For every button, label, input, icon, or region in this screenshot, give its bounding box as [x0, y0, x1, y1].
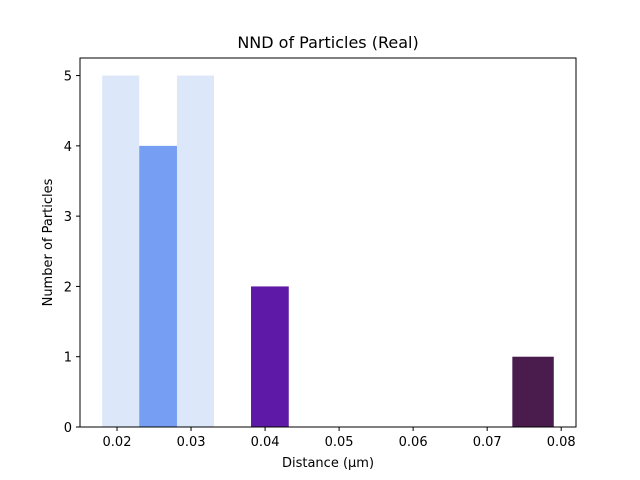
y-tick-label-4: 4	[64, 140, 72, 155]
y-tick-label-1: 1	[64, 351, 72, 366]
x-tick-label-6: 0.08	[547, 435, 576, 450]
histogram-bar-1	[139, 145, 177, 427]
x-axis-label: Distance (μm)	[282, 456, 374, 471]
bars-layer	[102, 75, 554, 428]
x-tick-label-4: 0.06	[399, 435, 428, 450]
x-tick-label-3: 0.05	[325, 435, 354, 450]
y-axis-label: Number of Particles	[41, 178, 56, 306]
y-tick-label-0: 0	[64, 421, 72, 436]
x-tick-label-0: 0.02	[103, 435, 132, 450]
x-tick-label-2: 0.04	[251, 435, 280, 450]
y-tick-label-5: 5	[64, 70, 72, 85]
y-axis: 0 1 2 3 4 5	[64, 70, 80, 436]
x-axis: 0.02 0.03 0.04 0.05 0.06 0.07 0.08	[103, 427, 576, 450]
chart-title: NND of Particles (Real)	[237, 33, 418, 52]
histogram-bar-2	[176, 75, 214, 428]
y-tick-label-3: 3	[64, 210, 72, 225]
histogram-bar-11	[512, 356, 554, 427]
x-tick-label-5: 0.07	[473, 435, 502, 450]
histogram-bar-0	[102, 75, 140, 428]
histogram-bar-4	[251, 286, 289, 427]
x-tick-label-1: 0.03	[177, 435, 206, 450]
y-tick-label-2: 2	[64, 280, 72, 295]
plot-area-frame	[79, 57, 577, 428]
